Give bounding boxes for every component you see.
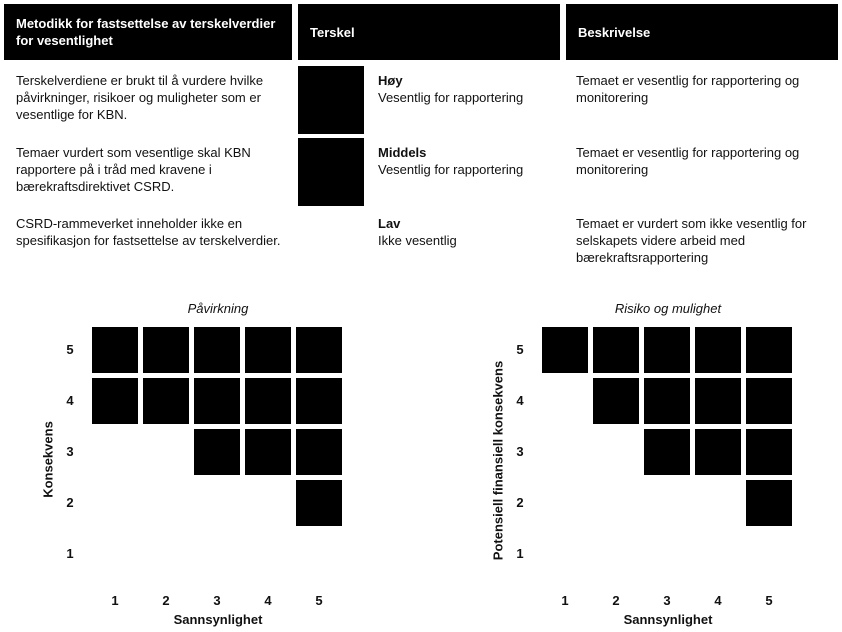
chart-2-xlabel: Sannsynlighet [623, 612, 713, 627]
chart-2-cell-3-3 [644, 429, 690, 475]
chart-2-ytick-3: 3 [516, 444, 524, 459]
chart-1-cell-2-4 [143, 378, 189, 424]
row-3-description: Temaet er vurdert som ikke vesentlig for… [576, 216, 807, 265]
row-3-method: CSRD-rammeverket inneholder ikke en spes… [16, 216, 281, 248]
header-method-label: Metodikk for fastsettelse av terskelverd… [16, 16, 276, 48]
chart-1-cell-3-5 [194, 327, 240, 373]
header-description-label: Beskrivelse [578, 24, 651, 40]
chart-1-cell-4-5 [245, 327, 291, 373]
chart-2-xtick-2: 2 [612, 593, 620, 608]
row-1-swatch [298, 66, 364, 134]
row-2-threshold: Middels Vesentlig for rapportering [378, 144, 563, 178]
chart-1-cell-5-4 [296, 378, 342, 424]
chart-2-cell-4-3 [695, 429, 741, 475]
header-threshold-label: Terskel [310, 24, 355, 40]
chart-2-cell-3-5 [644, 327, 690, 373]
chart-2-xtick-1: 1 [561, 593, 569, 608]
chart-1-xtick-2: 2 [162, 593, 170, 608]
row-3-level: Lav [378, 216, 401, 231]
header-description: Beskrivelse [566, 4, 838, 60]
chart-1-xtick-5: 5 [315, 593, 323, 608]
row-1-method: Terskelverdiene er brukt til å vurdere h… [16, 73, 264, 122]
row-2-description: Temaet er vesentlig for rapportering og … [576, 145, 800, 177]
chart-2-xtick-3: 3 [663, 593, 671, 608]
chart-2-cell-4-5 [695, 327, 741, 373]
row-3-threshold: Lav Ikke vesentlig [378, 215, 563, 249]
chart-2-cell-2-4 [593, 378, 639, 424]
chart-1-cell-1-5 [92, 327, 138, 373]
chart-1-cell-3-3 [194, 429, 240, 475]
chart-1-cell-1-4 [92, 378, 138, 424]
row-1-level-desc: Vesentlig for rapportering [378, 90, 524, 105]
chart-1-xlabel: Sannsynlighet [173, 612, 263, 627]
chart-2-cell-2-5 [593, 327, 639, 373]
chart-2-ytick-4: 4 [516, 393, 524, 408]
chart-2-ytick-5: 5 [516, 342, 524, 357]
chart-2-cell-5-4 [746, 378, 792, 424]
row-2-level: Middels [378, 145, 427, 160]
chart-2-cell-5-2 [746, 480, 792, 526]
chart-1-cell-5-5 [296, 327, 342, 373]
chart-1-ytick-2: 2 [66, 495, 74, 510]
chart-2-ytick-2: 2 [516, 495, 524, 510]
row-1-description: Temaet er vesentlig for rapportering og … [576, 73, 800, 105]
chart-1-ytick-3: 3 [66, 444, 74, 459]
chart-1-cell-5-2 [296, 480, 342, 526]
row-3-level-desc: Ikke vesentlig [378, 233, 457, 248]
chart-1-cell-3-4 [194, 378, 240, 424]
chart-1-xtick-1: 1 [111, 593, 119, 608]
chart-1-ytick-4: 4 [66, 393, 74, 408]
chart-1-xtick-3: 3 [213, 593, 221, 608]
chart-2-title: Risiko og mulighet [614, 301, 722, 316]
chart-1-cell-4-3 [245, 429, 291, 475]
row-1-threshold: Høy Vesentlig for rapportering [378, 72, 563, 106]
row-2-swatch [298, 138, 364, 206]
chart-2-cell-5-5 [746, 327, 792, 373]
chart-1-ylabel: Konsekvens [40, 421, 56, 498]
header-method: Metodikk for fastsettelse av terskelverd… [4, 4, 292, 60]
chart-1-ytick-5: 5 [66, 342, 74, 357]
chart-2-cell-5-3 [746, 429, 792, 475]
chart-1-cell-5-3 [296, 429, 342, 475]
chart-2-xtick-5: 5 [765, 593, 773, 608]
row-2-method: Temaer vurdert som vesentlige skal KBN r… [16, 145, 251, 194]
row-1-level: Høy [378, 73, 403, 88]
chart-2-cell-3-4 [644, 378, 690, 424]
chart-2-xtick-4: 4 [714, 593, 722, 608]
chart-1-xtick-4: 4 [264, 593, 272, 608]
chart-2-cell-1-5 [542, 327, 588, 373]
chart-2-ytick-1: 1 [516, 546, 524, 561]
chart-1-title: Påvirkning [187, 301, 249, 316]
chart-1-ytick-1: 1 [66, 546, 74, 561]
header-threshold: Terskel [298, 4, 560, 60]
chart-1-cell-4-4 [245, 378, 291, 424]
chart-2-cell-4-4 [695, 378, 741, 424]
row-2-level-desc: Vesentlig for rapportering [378, 162, 524, 177]
chart-1-cell-2-5 [143, 327, 189, 373]
chart-2-ylabel: Potensiell finansiell konsekvens [490, 360, 506, 561]
